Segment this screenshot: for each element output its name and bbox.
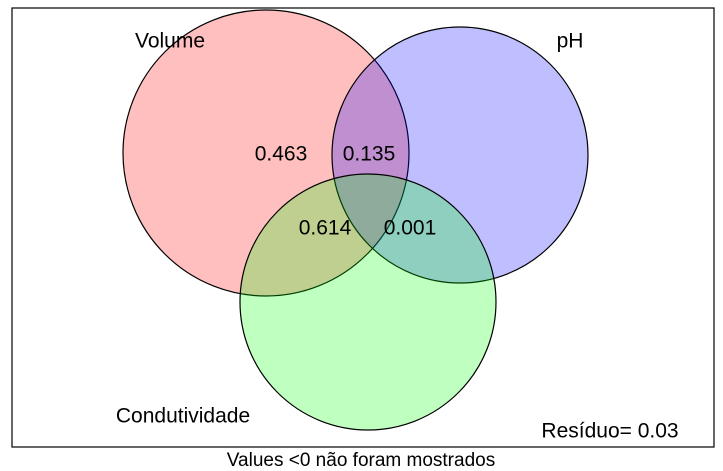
fraction-label: 0.001: [384, 217, 437, 240]
set-circle-condutividade: [239, 173, 497, 431]
set-label: Condutividade: [116, 405, 250, 428]
set-circle-ph: [331, 26, 589, 284]
set-label: pH: [557, 30, 584, 53]
residual-label: Resíduo= 0.03: [541, 420, 678, 443]
fraction-label: 0.463: [255, 143, 308, 166]
set-circle-volume: [122, 9, 410, 297]
plot-frame: [11, 7, 715, 448]
fraction-label: 0.614: [299, 217, 352, 240]
fraction-label: 0.135: [343, 143, 396, 166]
set-label: Volume: [135, 30, 205, 53]
footnote: Values <0 não foram mostrados: [227, 450, 495, 471]
